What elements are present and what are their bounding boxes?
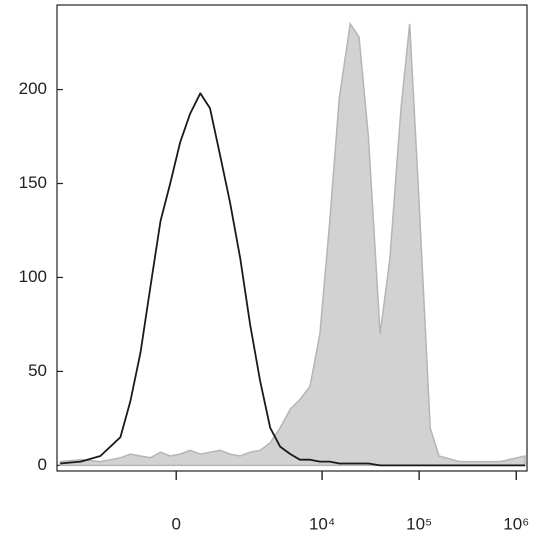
y-tick-label: 0 — [38, 455, 47, 474]
plot-frame — [56, 4, 528, 472]
x-tick-label: 10⁶ — [503, 514, 529, 533]
y-tick-label: 50 — [28, 361, 47, 380]
histogram-area — [59, 21, 526, 467]
x-tick-label: 10⁵ — [406, 514, 432, 533]
histogram-line — [60, 92, 525, 467]
x-tick-label: 10⁴ — [309, 514, 335, 533]
y-tick-label: 100 — [19, 267, 47, 286]
y-tick-label: 200 — [19, 79, 47, 98]
y-tick-label: 150 — [19, 173, 47, 192]
x-tick-label: 0 — [171, 514, 180, 533]
